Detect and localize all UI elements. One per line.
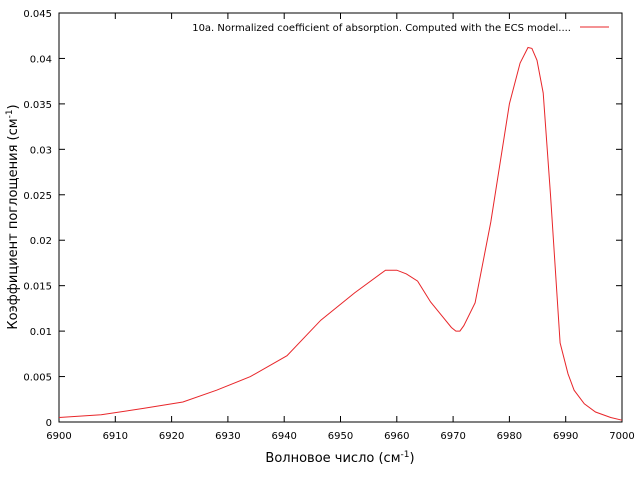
data-point xyxy=(567,373,568,374)
data-point xyxy=(475,302,476,303)
y-tick-label: 0.04 xyxy=(30,54,52,65)
plot-frame xyxy=(58,12,623,423)
data-point xyxy=(406,273,407,274)
y-tick-label: 0.02 xyxy=(30,236,52,247)
data-point xyxy=(463,325,464,326)
y-tick-labels: 0 0.005 0.01 0.015 0.02 0.025 0.03 0.035 0.04 0.0… xyxy=(23,9,52,429)
data-point xyxy=(520,62,521,63)
data-point xyxy=(430,302,431,303)
series-line xyxy=(58,46,623,421)
x-tick-label: 6960 xyxy=(384,431,409,442)
data-point xyxy=(595,412,596,413)
x-tick-labels: 6900 6910 6920 6930 6940 6950 6960 6970 6980 6990… xyxy=(46,431,634,442)
x-tick-label: 6920 xyxy=(159,431,184,442)
series-points xyxy=(59,47,623,421)
y-axis-title: Коэффициент поглощения (см-1) xyxy=(5,104,21,329)
data-point xyxy=(287,355,288,356)
data-point xyxy=(622,420,623,421)
y-tick-label: 0 xyxy=(46,418,52,429)
data-point xyxy=(59,417,60,418)
y-tick-label: 0.03 xyxy=(30,145,52,156)
x-tick-label: 6990 xyxy=(553,431,578,442)
data-point xyxy=(250,376,251,377)
data-point xyxy=(417,281,418,282)
data-point xyxy=(543,92,544,93)
legend-label: 10a. Normalized coefficient of absorptio… xyxy=(192,23,571,34)
data-point xyxy=(182,402,183,403)
data-point xyxy=(101,414,102,415)
x-axis-title: Волновое число (см-1) xyxy=(265,450,414,466)
axis-ticks xyxy=(58,12,623,423)
x-axis-title-sup: -1 xyxy=(401,450,410,460)
data-point xyxy=(320,320,321,321)
y-tick-label: 0.025 xyxy=(23,191,52,202)
data-point xyxy=(536,60,537,61)
y-axis-title-main: Коэффициент поглощения (см xyxy=(6,118,21,329)
y-tick-label: 0.01 xyxy=(30,327,52,338)
legend: 10a. Normalized coefficient of absorptio… xyxy=(192,23,609,34)
x-tick-label: 6950 xyxy=(328,431,353,442)
data-point xyxy=(509,103,510,104)
data-point xyxy=(527,47,528,48)
data-point xyxy=(490,222,491,223)
x-tick-label: 6970 xyxy=(440,431,465,442)
data-point xyxy=(354,292,355,293)
y-axis-title-sup: -1 xyxy=(5,109,15,118)
data-point xyxy=(455,331,456,332)
y-tick-label: 0.005 xyxy=(23,373,52,384)
data-point xyxy=(441,315,442,316)
data-point xyxy=(459,331,460,332)
x-tick-label: 6930 xyxy=(215,431,240,442)
x-tick-label: 7000 xyxy=(609,431,634,442)
data-point xyxy=(610,417,611,418)
y-tick-label: 0.035 xyxy=(23,100,52,111)
x-tick-label: 6980 xyxy=(497,431,522,442)
x-tick-label: 6910 xyxy=(103,431,128,442)
x-tick-label: 6940 xyxy=(271,431,296,442)
data-point xyxy=(584,403,585,404)
data-point xyxy=(574,390,575,391)
data-point xyxy=(550,194,551,195)
data-point xyxy=(143,408,144,409)
data-point xyxy=(216,390,217,391)
y-tick-label: 0.045 xyxy=(23,9,52,20)
data-point xyxy=(451,327,452,328)
data-point xyxy=(560,342,561,343)
y-tick-label: 0.015 xyxy=(23,282,52,293)
data-point xyxy=(385,270,386,271)
x-tick-label: 6900 xyxy=(46,431,71,442)
data-point xyxy=(531,48,532,49)
x-axis-title-main: Волновое число (см xyxy=(265,451,400,466)
x-axis-title-end: ) xyxy=(409,451,414,466)
y-axis-title-end: ) xyxy=(6,104,21,109)
data-point xyxy=(396,270,397,271)
